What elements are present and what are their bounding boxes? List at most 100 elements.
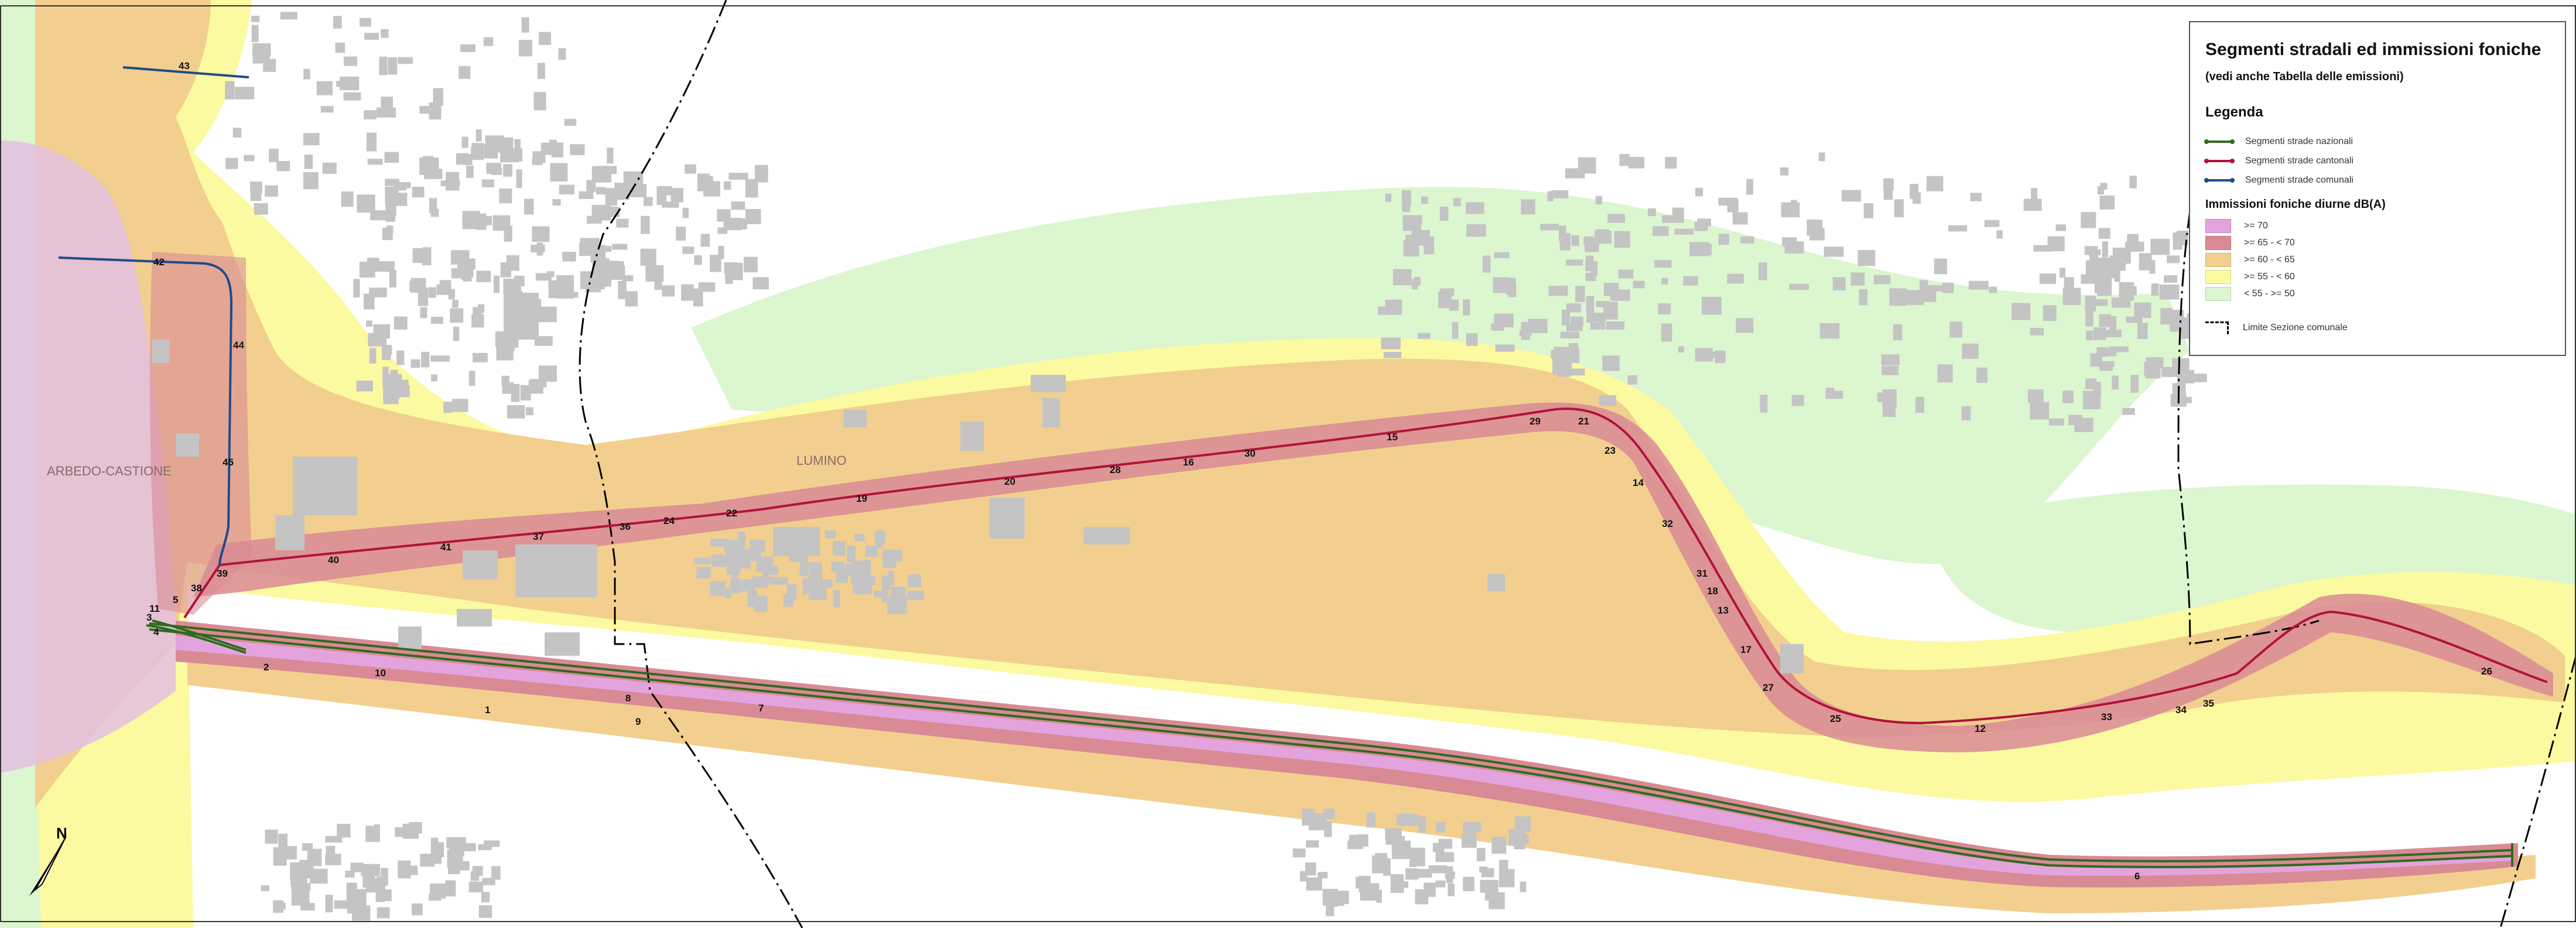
building [430,317,443,324]
building [548,280,560,299]
building [232,128,242,138]
building [1859,289,1868,306]
building [1452,322,1459,339]
building [1740,236,1754,244]
building [2093,327,2106,340]
segment-label: 4 [153,626,159,638]
building [802,578,813,591]
building [2085,260,2097,277]
building [1590,322,1605,330]
building [491,866,501,880]
segment-label: 38 [191,583,202,594]
building [280,12,297,20]
building [445,880,456,897]
building [1807,220,1823,236]
building [303,172,319,190]
building [1385,828,1402,840]
building [759,166,768,179]
building [644,197,653,206]
building [1463,876,1475,892]
building [735,549,754,557]
place-arbedo: ARBEDO-CASTIONE [47,464,172,478]
building [316,81,333,95]
building [701,567,711,574]
building [731,201,745,210]
building [1937,364,1953,383]
building [244,155,255,162]
building [2084,246,2098,255]
building [1566,303,1581,313]
legend-road-label: Segmenti strade cantonali [2245,156,2353,166]
building [359,261,375,278]
building [1970,193,1982,201]
building [285,845,297,859]
building [1323,813,1334,820]
legend-road-national: Segmenti strade nazionali [2204,135,2353,149]
building [430,355,450,362]
building [2030,402,2050,420]
building [2149,260,2156,274]
building [539,32,552,45]
building [495,137,514,152]
segment-label: 19 [856,493,867,504]
building [1480,879,1499,893]
building [466,165,474,178]
segment-label: 1 [485,704,490,715]
building [1585,272,1596,281]
building [2064,277,2074,290]
building [562,252,576,262]
building [754,596,768,612]
building [265,185,278,197]
building [1552,190,1569,198]
building [725,588,731,599]
segment-label: 22 [726,508,737,519]
building [2144,362,2160,376]
building [2085,378,2097,389]
building [2047,236,2065,252]
building [344,56,357,66]
building [1607,214,1625,223]
building [433,88,443,106]
building [738,532,746,548]
building [819,579,833,588]
building [697,173,710,191]
building [1439,288,1455,296]
building [412,903,423,916]
legend-road-communal: Segmenti strade comunali [2204,173,2353,187]
building [1569,343,1579,351]
building [1585,237,1599,252]
building [409,865,418,875]
building [888,571,894,585]
building [356,380,373,392]
building [2086,330,2093,341]
building [1548,285,1568,296]
building [535,273,552,281]
building [1989,286,1997,293]
building [476,270,491,282]
building [887,595,907,614]
legend-zone: >= 60 - < 65 [2205,253,2295,267]
building [833,590,840,608]
building [852,580,872,595]
building [597,166,617,174]
building [325,835,343,843]
building [1894,199,1904,217]
building [511,383,520,402]
building [299,859,314,879]
building [456,269,474,278]
building [600,261,618,275]
building [1948,225,1968,232]
building [2160,308,2173,325]
building [2023,198,2042,211]
building [831,561,845,573]
segment-label: 10 [375,667,386,679]
building [745,208,761,224]
building [537,306,557,323]
building [507,309,525,323]
building [676,227,686,241]
building [1347,840,1363,850]
building [369,287,387,297]
building [1402,215,1422,225]
building [1704,244,1712,256]
cantonal-road [183,408,2548,725]
